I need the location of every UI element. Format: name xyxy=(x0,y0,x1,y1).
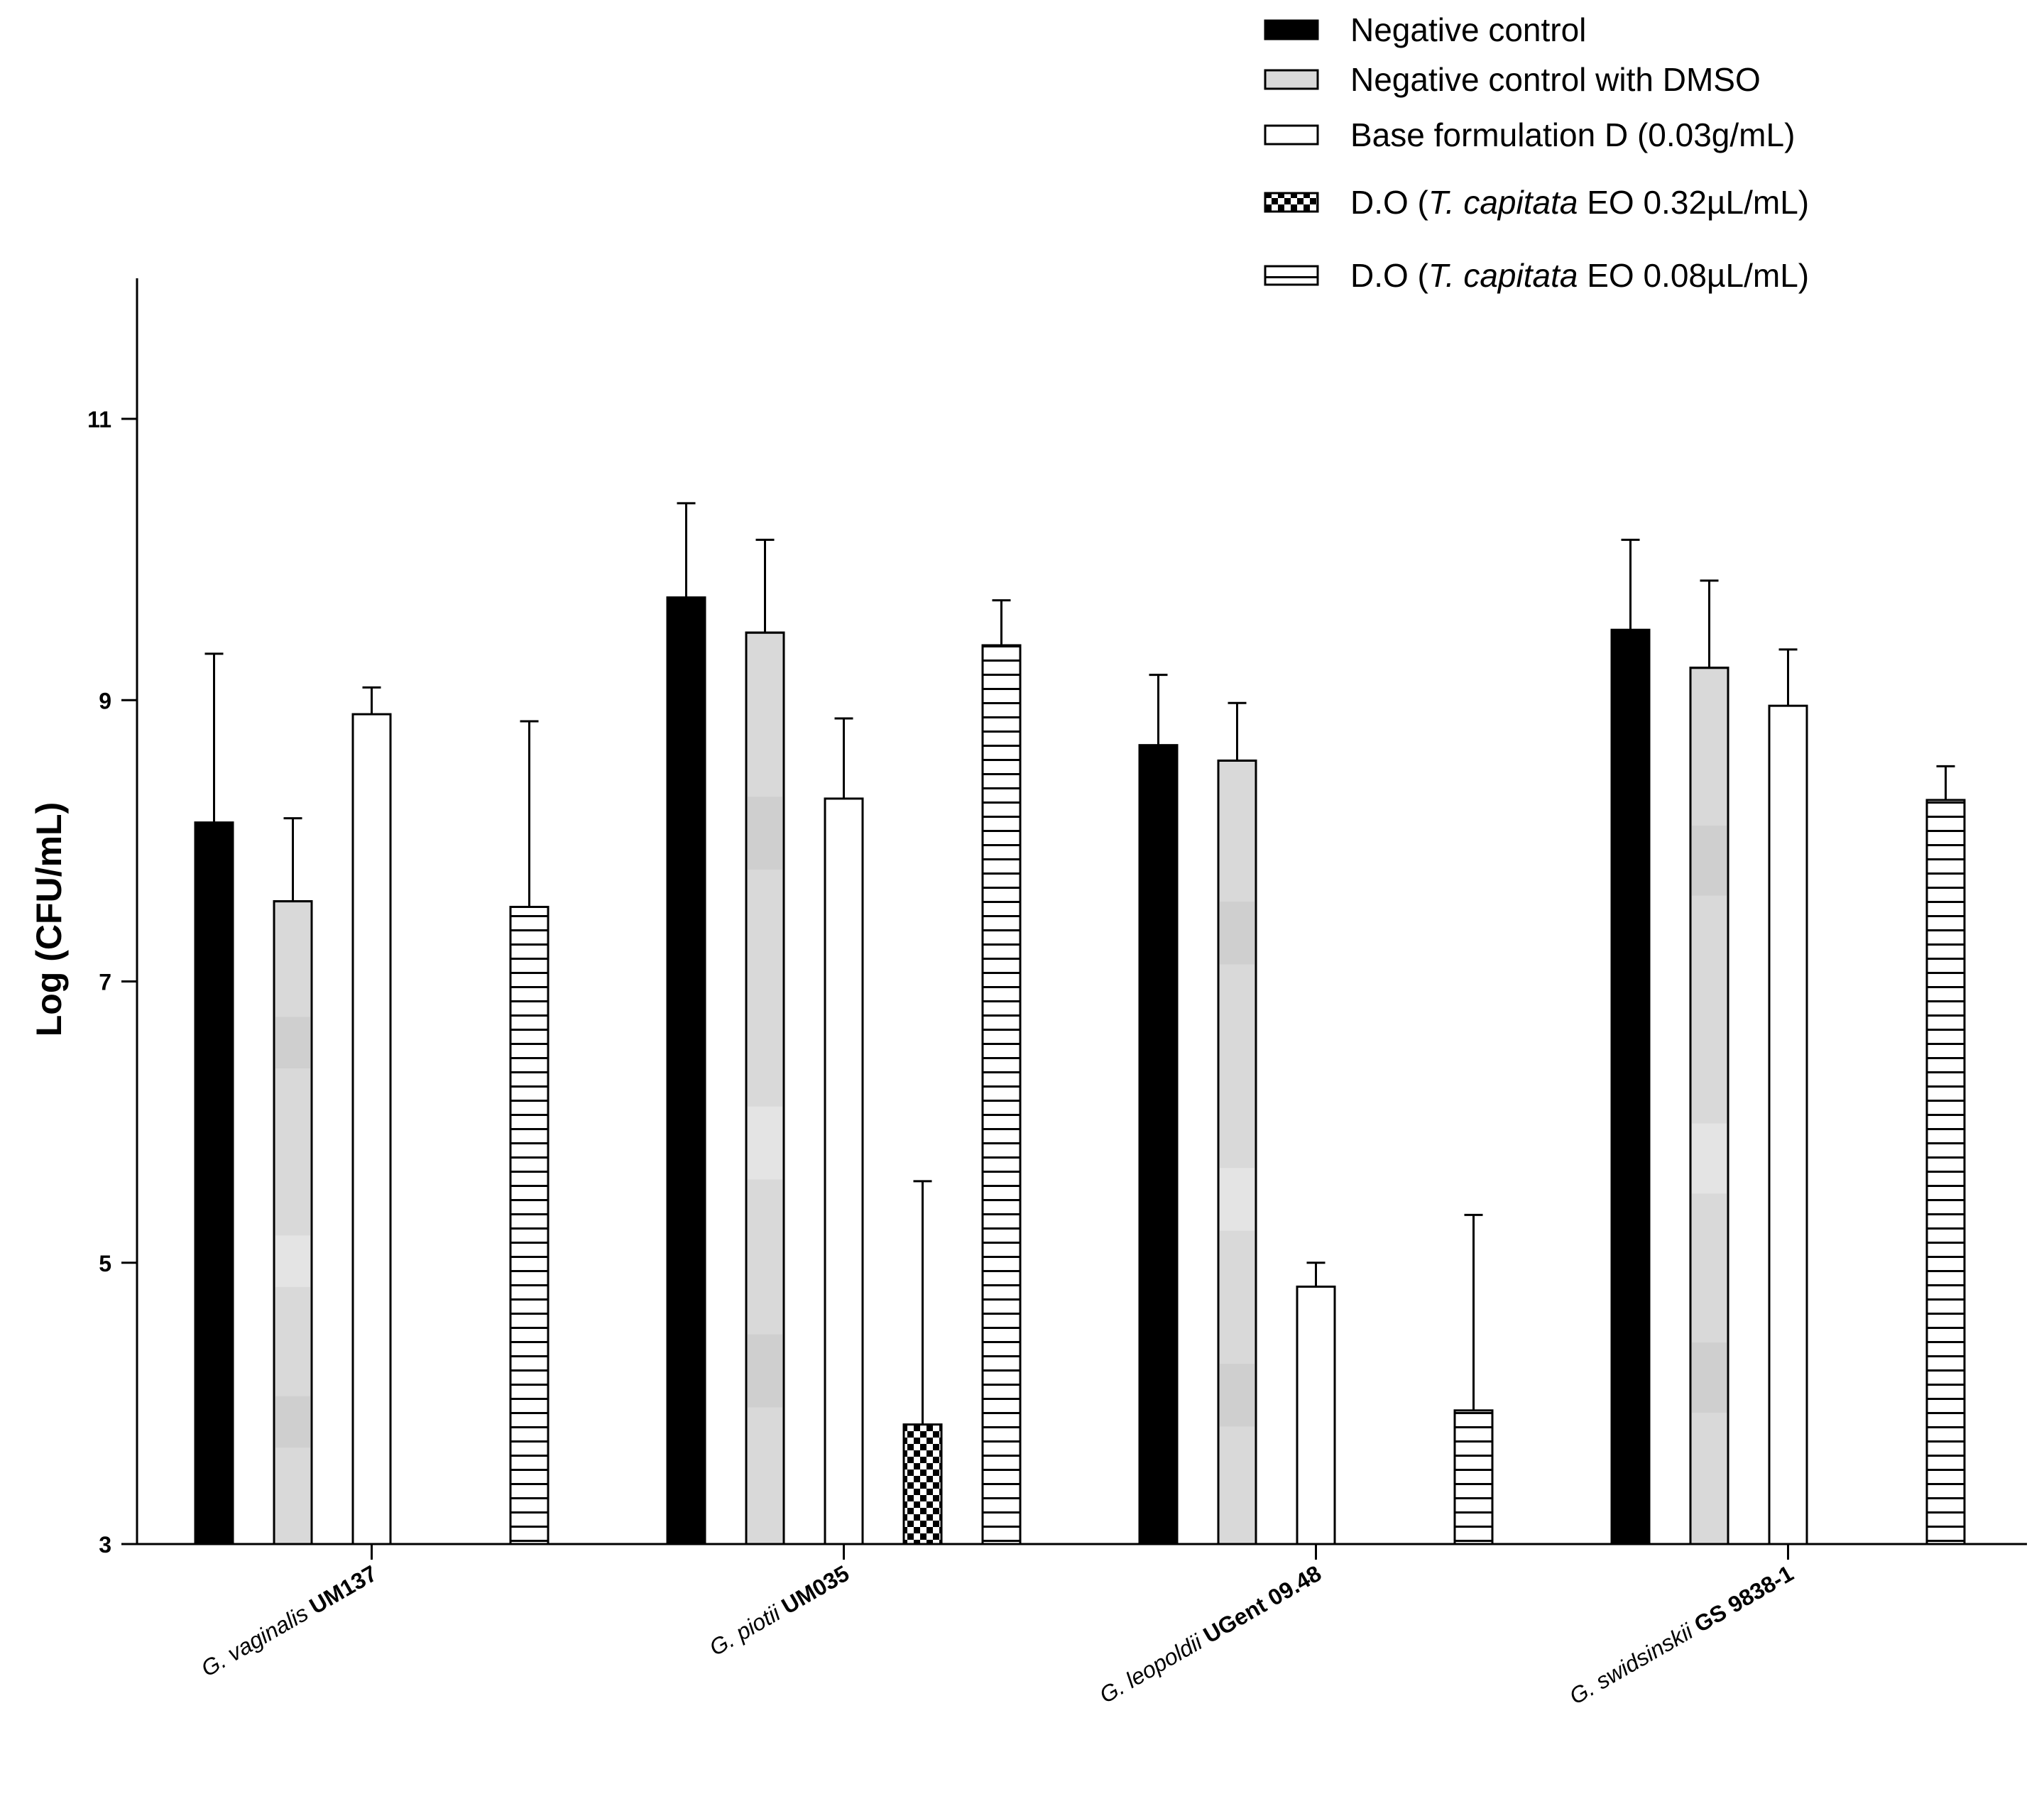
bar-solid-black xyxy=(1138,744,1179,1545)
bar-shade xyxy=(1220,1168,1255,1231)
legend-label: D.O (T. capitata EO 0.32µL/mL) xyxy=(1350,184,1809,221)
legend-label-part: EO 0.08µL/mL) xyxy=(1578,257,1809,294)
bar-shade xyxy=(1220,902,1255,965)
x-tick-label-species: G. leopoldii xyxy=(1095,1629,1206,1708)
bar-checker xyxy=(902,1423,943,1545)
y-tick-label: 7 xyxy=(99,970,111,995)
legend-label-part: Base formulation D (0.03g/mL) xyxy=(1350,116,1795,153)
y-ticks: 3 5 7 9 11 xyxy=(87,407,137,1558)
y-tick-label: 9 xyxy=(99,688,111,713)
bar-white xyxy=(824,797,864,1545)
bar-hstripe xyxy=(1453,1409,1494,1545)
bar-shade xyxy=(1220,1364,1255,1427)
bar-shade xyxy=(1692,825,1727,896)
x-tick-label-species: G. vaginalis xyxy=(197,1600,312,1682)
legend-label: D.O (T. capitata EO 0.08µL/mL) xyxy=(1350,257,1809,294)
legend-swatch-gray xyxy=(1264,69,1319,90)
axes xyxy=(136,278,2027,1545)
y-axis-label: Log (CFU/mL) xyxy=(29,802,69,1036)
x-tick-labels: G. vaginalis UM137 G. piotii UM035 G. leop… xyxy=(197,1560,1798,1709)
bar-shade xyxy=(748,1106,782,1180)
bar-shade xyxy=(275,1017,310,1068)
legend-swatch-checker xyxy=(1264,192,1319,213)
legend-label-part: Negative control xyxy=(1350,11,1586,48)
bar-solid-black xyxy=(666,596,706,1545)
x-tick-label: G. leopoldii UGent 09.48 xyxy=(1095,1560,1326,1708)
x-tick-label-strain: GS 9838-1 xyxy=(1690,1560,1798,1638)
x-tick-label-species: G. piotii xyxy=(705,1599,785,1660)
bar-shade xyxy=(275,1235,310,1287)
legend-label-part: Negative control with DMSO xyxy=(1350,61,1761,98)
bar-solid-black xyxy=(1610,628,1651,1545)
bar-shade xyxy=(748,797,782,870)
bar-shade xyxy=(748,1334,782,1408)
x-tick-label: G. swidsinskii GS 9838-1 xyxy=(1565,1560,1798,1709)
bar-hstripe xyxy=(509,905,550,1545)
x-tick-label-strain: UM035 xyxy=(777,1560,853,1619)
legend-swatch-white xyxy=(1264,124,1319,146)
legend: Negative control Negative control with DM… xyxy=(1264,11,1809,294)
bar-shade xyxy=(1692,1342,1727,1413)
legend-swatch-hstripe xyxy=(1264,265,1319,286)
x-tick-label: G. vaginalis UM137 xyxy=(197,1560,381,1682)
x-tick-label-strain: UGent 09.48 xyxy=(1199,1560,1326,1648)
bar-white xyxy=(351,713,392,1545)
bar-hstripe xyxy=(1925,799,1966,1545)
legend-label-part: T. capitata xyxy=(1428,184,1578,221)
bar-shade xyxy=(1692,1123,1727,1194)
legend-swatch-solid-black xyxy=(1264,19,1319,40)
error-bars xyxy=(204,502,1955,1425)
legend-label-part: T. capitata xyxy=(1428,257,1578,294)
bar-shade xyxy=(275,1396,310,1448)
bars xyxy=(194,596,1966,1545)
legend-label: Negative control xyxy=(1350,11,1586,48)
y-tick-label: 3 xyxy=(99,1532,111,1558)
y-tick-label: 5 xyxy=(99,1251,111,1276)
bar-white xyxy=(1296,1285,1336,1545)
x-tick-label: G. piotii UM035 xyxy=(705,1560,853,1660)
x-tick-label-species: G. swidsinskii xyxy=(1565,1618,1698,1709)
legend-label-part: D.O ( xyxy=(1350,257,1429,294)
x-tick-label-strain: UM137 xyxy=(305,1560,381,1619)
legend-label: Base formulation D (0.03g/mL) xyxy=(1350,116,1795,153)
x-ticks xyxy=(371,1544,1789,1560)
bar-solid-black xyxy=(194,821,234,1545)
y-tick-label: 11 xyxy=(87,407,111,432)
bar-hstripe xyxy=(981,644,1022,1545)
legend-label-part: D.O ( xyxy=(1350,184,1429,221)
bar-white xyxy=(1768,704,1808,1545)
legend-label: Negative control with DMSO xyxy=(1350,61,1761,98)
legend-label-part: EO 0.32µL/mL) xyxy=(1578,184,1809,221)
